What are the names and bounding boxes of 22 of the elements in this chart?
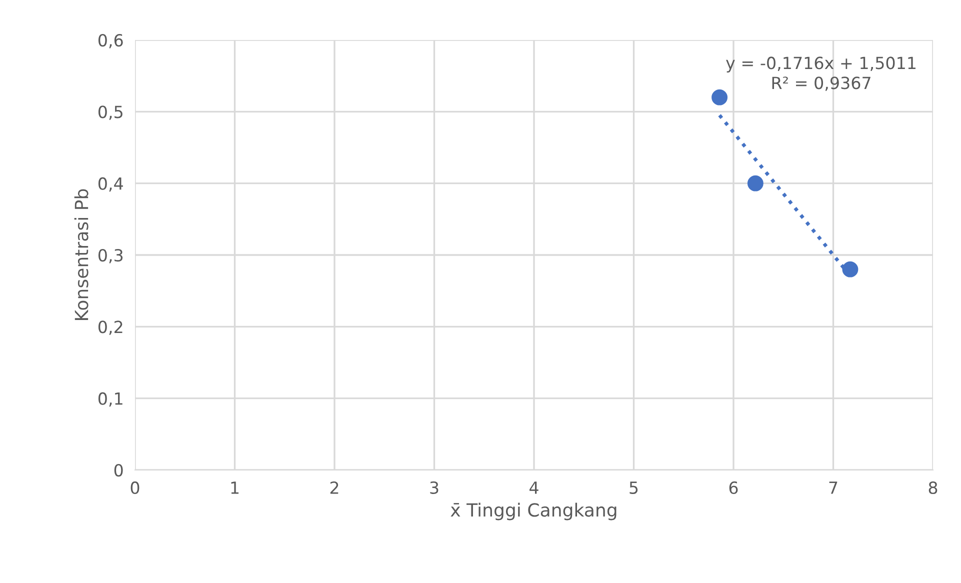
point: [842, 261, 858, 278]
x-axis-title: x̄ Tinggi Cangkang: [450, 502, 616, 520]
y-tick-label: 0,5: [98, 106, 122, 120]
point: [712, 89, 728, 106]
x-tick-label: 6: [729, 481, 738, 494]
annotation: y = -0,1716x + 1,5011 R² = 0,9367: [726, 56, 916, 91]
y-axis-title: Konsentrasi Pb: [74, 189, 88, 320]
x-tick-label: 3: [430, 481, 438, 494]
x-tick-label: 1: [231, 482, 239, 494]
y-tick-label: 0,2: [98, 320, 122, 335]
x-tick-label: 8: [928, 481, 938, 494]
y-tick-label: 0,3: [98, 248, 123, 264]
y-tick-label: 0,1: [98, 392, 122, 407]
y-tick-label: 0,6: [98, 34, 123, 48]
point: [747, 175, 764, 192]
y-tick-label: 0,4: [98, 177, 123, 192]
x-tick-label: 5: [630, 482, 638, 494]
y-tick-label: 0: [114, 464, 123, 477]
x-tick-label: 7: [829, 482, 838, 494]
x-tick-label: 0: [130, 481, 140, 494]
x-tick-label: 2: [330, 481, 338, 494]
x-tick-label: 4: [530, 482, 538, 494]
